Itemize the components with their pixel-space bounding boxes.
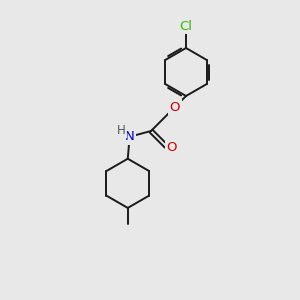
Text: O: O xyxy=(170,100,180,113)
Text: H: H xyxy=(116,124,125,137)
Text: Cl: Cl xyxy=(179,20,193,33)
Text: N: N xyxy=(124,130,134,143)
Text: O: O xyxy=(167,141,177,154)
